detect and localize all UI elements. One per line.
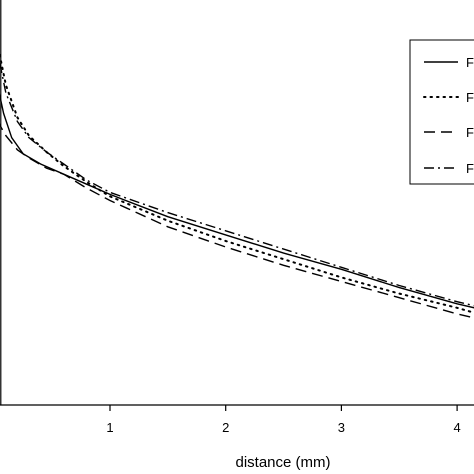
legend-label-3: F [466,125,474,140]
legend-box [409,39,474,185]
series-line-1 [0,93,474,309]
x-tick-label-3: 3 [338,420,345,435]
legend-label-1: F [466,55,474,70]
legend-label-2: F [466,90,474,105]
x-tick-label-4: 4 [453,420,460,435]
series-line-3 [0,122,474,319]
x-axis-label: distance (mm) [235,454,330,471]
series-line-2 [0,51,474,314]
legend-label-4: F [466,161,474,176]
x-tick-label-2: 2 [222,420,229,435]
series-line-4 [0,60,474,307]
x-ticks: 1 2 3 4 [106,405,461,435]
legend: F F F F [409,39,474,185]
x-tick-label-1: 1 [106,420,113,435]
plot-frame [0,0,474,406]
series-layer [0,51,474,319]
